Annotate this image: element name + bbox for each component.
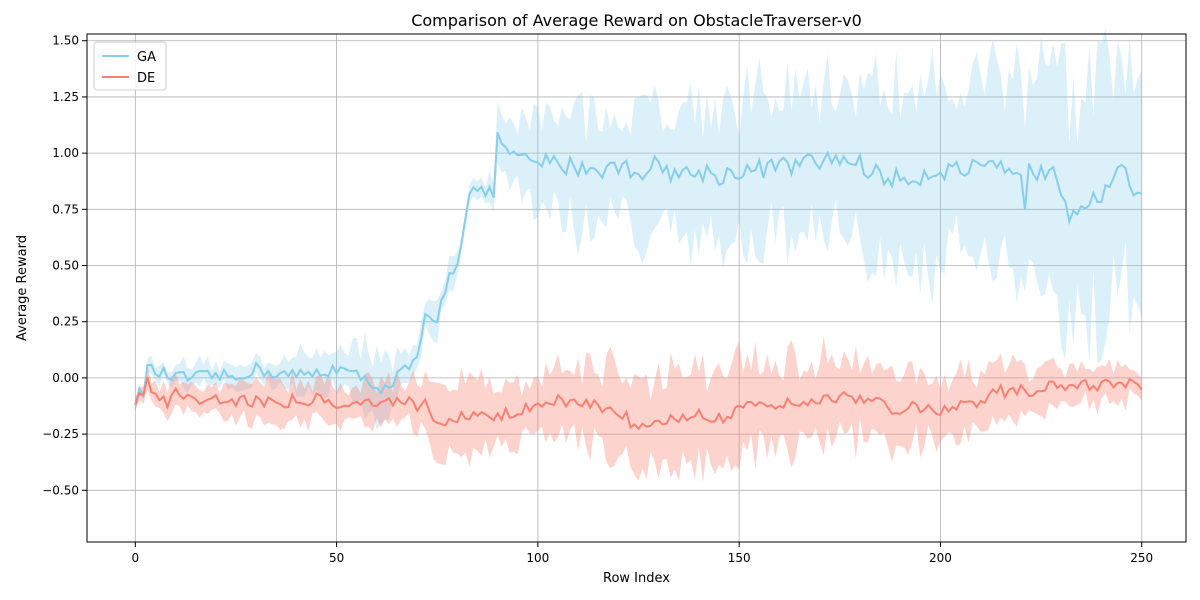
y-tick-label: −0.50: [42, 483, 79, 497]
series-line-ga: [134, 131, 1142, 407]
y-axis-ticks: −0.50 −0.25 0.00 0.25 0.50 0.75 1.00 1.25 1.50: [42, 34, 87, 497]
x-tick-label: 0: [131, 551, 139, 565]
legend: GA DE: [93, 41, 167, 91]
y-axis-title: Average Reward: [15, 235, 30, 341]
y-tick-label: 1.00: [52, 146, 79, 160]
x-tick-label: 150: [728, 551, 751, 565]
y-tick-label: 0.75: [52, 202, 79, 216]
confidence-bands: [135, 27, 1142, 483]
plot-frame: [86, 33, 1187, 543]
series-lines: [134, 131, 1143, 431]
band-de: [135, 335, 1142, 483]
y-tick-label: 0.25: [52, 315, 79, 329]
legend-label-ga: GA: [137, 50, 156, 65]
band-ga: [135, 27, 1142, 431]
series-line-de: [134, 376, 1143, 431]
x-tick-label: 100: [526, 551, 549, 565]
x-tick-label: 250: [1130, 551, 1153, 565]
x-tick-label: 50: [329, 551, 344, 565]
y-tick-label: −0.25: [42, 427, 79, 441]
x-tick-label: 200: [929, 551, 952, 565]
y-tick-label: 0.50: [52, 259, 79, 273]
grid-lines: [87, 34, 1186, 542]
y-tick-label: 1.25: [52, 90, 79, 104]
chart-title: Comparison of Average Reward on Obstacle…: [411, 11, 862, 30]
x-axis-title: Row Index: [603, 571, 670, 586]
y-tick-label: 1.50: [52, 34, 79, 48]
legend-label-de: DE: [137, 71, 155, 86]
x-axis-ticks: 0 50 100 150 200 250: [131, 542, 1153, 565]
y-tick-label: 0.00: [52, 371, 79, 385]
